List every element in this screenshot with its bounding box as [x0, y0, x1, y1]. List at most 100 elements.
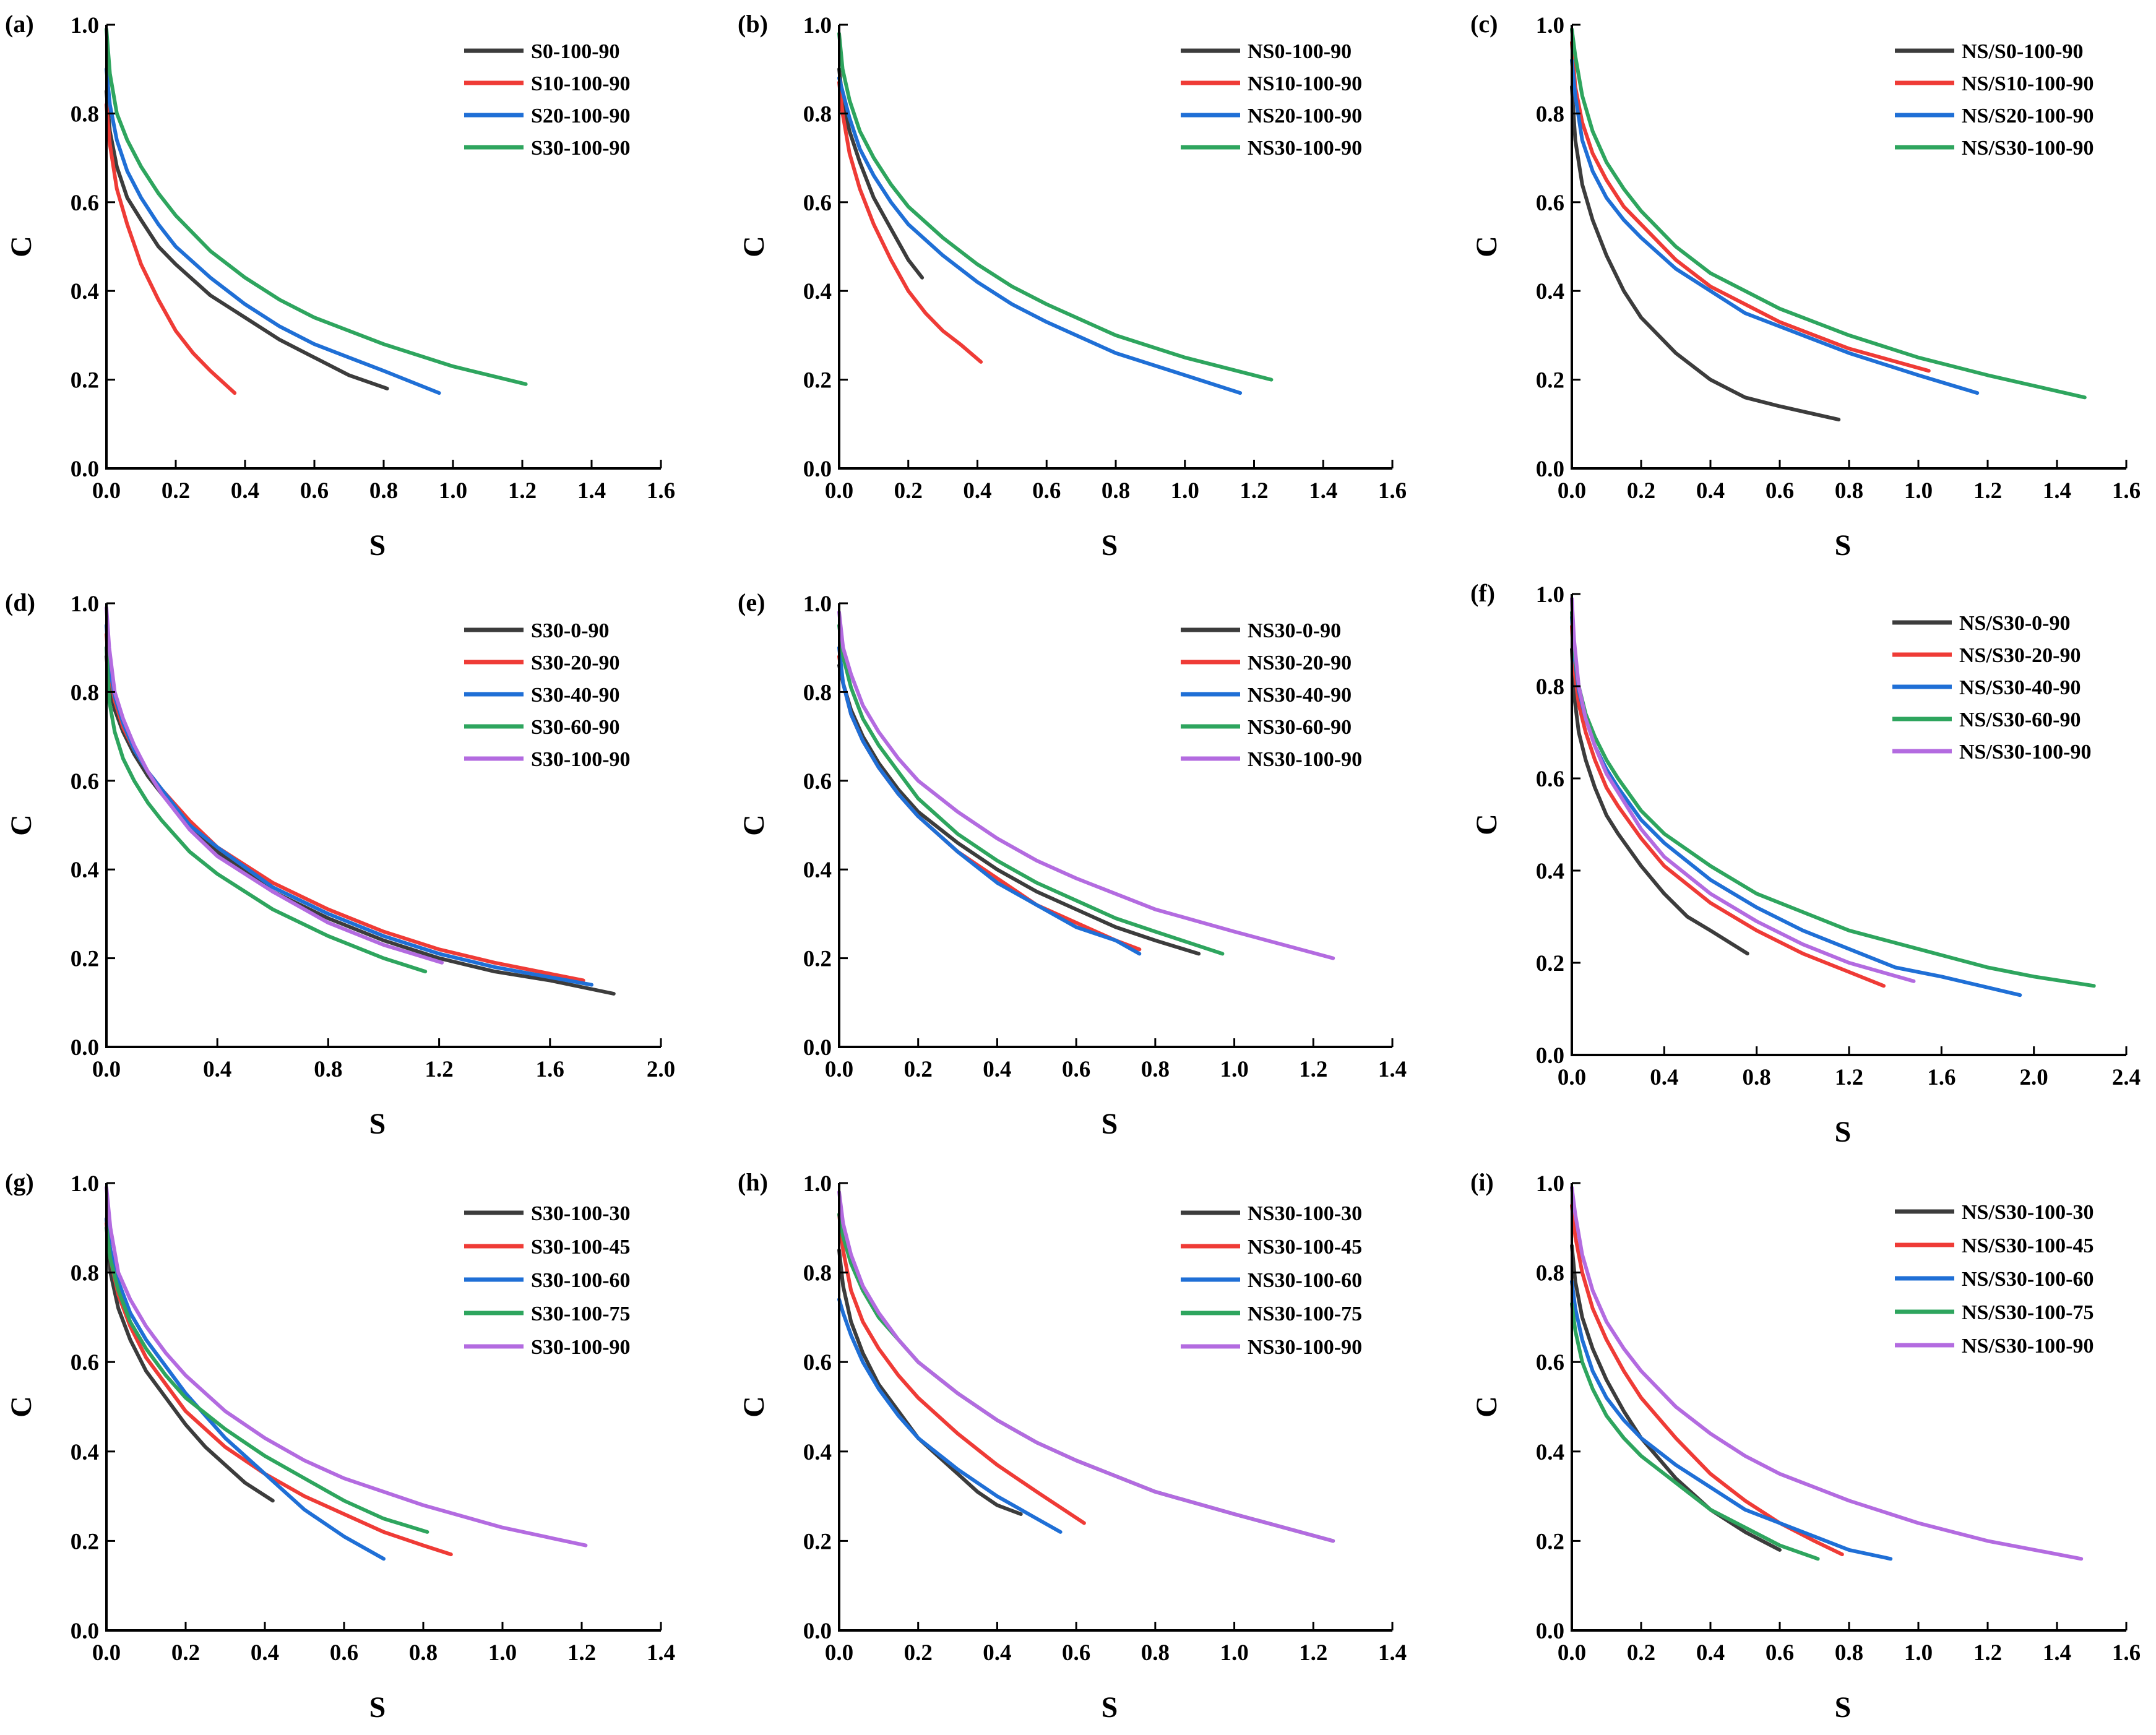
y-tick-label: 0.8: [803, 680, 832, 705]
x-tick-label: 0.8: [369, 478, 398, 504]
series-line: [105, 67, 441, 395]
y-tick-label: 0.6: [1536, 1350, 1564, 1376]
x-tick-label: 1.4: [647, 1640, 675, 1666]
y-tick-label: 0.6: [803, 191, 832, 216]
y-axis-title: C: [1470, 1396, 1503, 1418]
x-axis-title: S: [1102, 1691, 1118, 1724]
series-line: [105, 89, 389, 390]
legend-label: NS/S10-100-90: [1962, 72, 2093, 95]
series-line: [837, 32, 1274, 382]
y-tick-label: 0.0: [803, 1035, 832, 1061]
y-tick-label: 0.2: [803, 947, 832, 972]
y-tick-label: 0.8: [71, 680, 99, 705]
x-tick-label: 2.0: [2020, 1065, 2048, 1090]
x-tick-label: 1.6: [647, 478, 675, 504]
legend-label: NS/S30-100-45: [1962, 1234, 2093, 1257]
y-tick-label: 0.4: [803, 279, 832, 304]
series-line: [1570, 596, 1916, 983]
x-tick-label: 1.0: [1171, 478, 1199, 504]
x-tick-label: 1.4: [1309, 478, 1337, 504]
series-line: [1570, 85, 1841, 422]
series-line: [1570, 27, 2087, 400]
y-axis-title: C: [738, 236, 770, 257]
legend-label: NS30-100-90: [1248, 1336, 1362, 1359]
y-axis-title: C: [5, 236, 38, 257]
x-tick-label: 2.0: [647, 1057, 675, 1082]
panel-label: (f): [1470, 579, 1495, 607]
x-tick-label: 0.4: [983, 1640, 1011, 1666]
y-axis-title: C: [5, 1396, 38, 1418]
y-tick-label: 0.2: [1536, 368, 1564, 394]
legend-label: S30-100-90: [531, 137, 631, 160]
panel-label: (h): [738, 1168, 768, 1196]
y-tick-label: 0.2: [1536, 951, 1564, 976]
legend-label: NS30-40-90: [1248, 684, 1352, 707]
x-tick-label: 1.6: [536, 1057, 564, 1082]
chart-panel: 0.0 0.2 0.4 0.6 0.8 1.0 1.2 1.4 1.6 0.0 0.2 0.4 0.6 0…: [1470, 10, 2141, 562]
x-tick-label: 0.0: [825, 478, 853, 504]
x-tick-label: 0.2: [894, 478, 923, 504]
legend-label: NS0-100-90: [1248, 40, 1352, 63]
x-tick-label: 0.6: [300, 478, 329, 504]
legend-label: S30-60-90: [531, 716, 620, 739]
y-tick-label: 0.6: [1536, 767, 1564, 792]
series-line: [1570, 624, 1886, 988]
x-tick-label: 1.2: [1973, 1640, 2002, 1666]
x-tick-label: 1.2: [567, 1640, 596, 1666]
y-tick-label: 0.2: [71, 1529, 99, 1554]
series-line: [837, 1212, 1086, 1525]
x-tick-label: 1.2: [1973, 478, 2002, 504]
x-tick-label: 0.6: [330, 1640, 358, 1666]
panel-label: (i): [1470, 1168, 1494, 1196]
series-line: [837, 1298, 1063, 1534]
series-line: [837, 610, 1335, 960]
series-line: [105, 1186, 588, 1548]
legend-label: S20-100-90: [531, 105, 631, 127]
x-tick-label: 0.8: [409, 1640, 438, 1666]
legend-label: NS/S30-0-90: [1959, 612, 2070, 635]
series-line: [1570, 1302, 1820, 1561]
series-line: [105, 1226, 429, 1534]
x-tick-label: 0.6: [1766, 478, 1794, 504]
series-line: [105, 645, 428, 974]
x-tick-label: 1.6: [2112, 478, 2141, 504]
legend-label: S30-0-90: [531, 619, 610, 642]
legend-label: NS10-100-90: [1248, 72, 1362, 95]
series-line: [1570, 1186, 2084, 1561]
series-line: [105, 655, 616, 996]
panel-label: (g): [5, 1168, 34, 1196]
legend-label: NS30-100-90: [1248, 748, 1362, 771]
legend-label: NS/S30-100-90: [1959, 741, 2091, 764]
x-axis-title: S: [369, 1691, 386, 1724]
x-tick-label: 0.6: [1766, 1640, 1794, 1666]
y-tick-label: 0.4: [71, 1440, 99, 1465]
x-tick-label: 1.2: [508, 478, 537, 504]
series-line: [837, 655, 1142, 952]
x-tick-label: 1.6: [2112, 1640, 2141, 1666]
chart-panel: 0.0 0.2 0.4 0.6 0.8 1.0 1.2 1.4 1.6 0.0 0.2 0.4 0.6 0…: [738, 10, 1407, 562]
legend-label: NS30-0-90: [1248, 619, 1341, 642]
y-tick-label: 0.2: [803, 1529, 832, 1554]
x-tick-label: 1.0: [1904, 478, 1933, 504]
x-axis-title: S: [1102, 529, 1118, 562]
y-tick-label: 0.6: [71, 1350, 99, 1376]
x-tick-label: 1.2: [425, 1057, 453, 1082]
panel-label: (b): [738, 10, 768, 38]
legend-label: NS/S30-100-90: [1962, 1335, 2093, 1358]
x-tick-label: 0.4: [203, 1057, 231, 1082]
x-tick-label: 1.4: [1378, 1640, 1407, 1666]
y-tick-label: 1.0: [71, 13, 99, 38]
x-tick-label: 0.8: [1141, 1640, 1170, 1666]
x-tick-label: 0.2: [904, 1640, 933, 1666]
y-axis-title: C: [738, 814, 770, 836]
series-line: [837, 663, 1201, 956]
legend-label: S30-100-75: [531, 1302, 631, 1325]
y-tick-label: 1.0: [803, 13, 832, 38]
x-tick-label: 0.8: [1743, 1065, 1771, 1090]
panel-label: (e): [738, 588, 765, 616]
x-tick-label: 0.6: [1032, 478, 1061, 504]
x-tick-label: 0.0: [1558, 1065, 1586, 1090]
x-axis-title: S: [1102, 1108, 1118, 1140]
y-tick-label: 0.6: [803, 1350, 832, 1376]
y-tick-label: 0.6: [71, 769, 99, 794]
